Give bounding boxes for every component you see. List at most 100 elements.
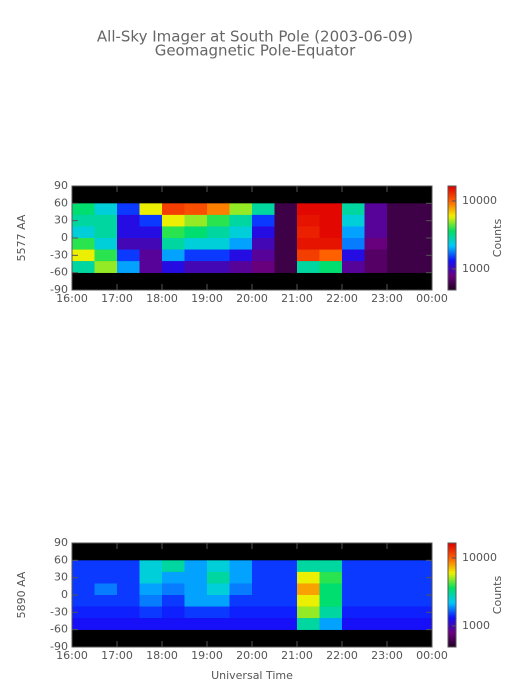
heatmap-cell bbox=[297, 583, 320, 596]
heatmap-cell bbox=[117, 618, 140, 630]
heatmap-cell bbox=[207, 571, 230, 584]
heatmap-cell bbox=[94, 249, 118, 262]
colorbar-step bbox=[448, 589, 456, 592]
heatmap-cell bbox=[364, 261, 388, 273]
heatmap-cell bbox=[72, 560, 95, 573]
heatmap-cell bbox=[117, 595, 140, 607]
heatmap-cell bbox=[184, 238, 208, 250]
heatmap-cell bbox=[364, 606, 388, 619]
heatmap-cell bbox=[94, 606, 118, 619]
colorbar-tick-label: 1000 bbox=[462, 262, 490, 275]
colorbar-step bbox=[448, 627, 456, 630]
heatmap-cell bbox=[387, 238, 410, 250]
heatmap-cell bbox=[184, 571, 208, 584]
heatmap-cell bbox=[252, 560, 275, 573]
heatmap-cell bbox=[252, 595, 275, 607]
heatmap-cell bbox=[229, 571, 253, 584]
heatmap-cell bbox=[94, 226, 118, 239]
colorbar-step bbox=[448, 635, 456, 638]
x-tick-label: 19:00 bbox=[191, 292, 223, 305]
heatmap-cell bbox=[229, 214, 253, 227]
heatmap-cell bbox=[139, 261, 163, 273]
colorbar-step bbox=[448, 611, 456, 614]
colorbar-step bbox=[448, 603, 456, 606]
heatmap-cell bbox=[162, 606, 185, 619]
colorbar-step bbox=[448, 639, 456, 642]
heatmap-cell bbox=[252, 583, 275, 596]
heatmap-cell bbox=[94, 203, 118, 216]
colorbar-step bbox=[448, 272, 456, 275]
colorbar-step bbox=[448, 565, 456, 568]
heatmap-cell bbox=[274, 214, 298, 227]
colorbar-step bbox=[448, 204, 456, 207]
heatmap-cell bbox=[139, 203, 163, 216]
heatmap-cell bbox=[229, 560, 253, 573]
heatmap-cell bbox=[139, 571, 163, 584]
heatmap-cell bbox=[207, 583, 230, 596]
heatmap-cell bbox=[342, 214, 365, 227]
heatmap-cell bbox=[274, 595, 298, 607]
y-tick-label: 90 bbox=[54, 179, 68, 192]
heatmap-cell bbox=[364, 249, 388, 262]
heatmap-cell bbox=[184, 583, 208, 596]
colorbar-step bbox=[448, 226, 456, 229]
heatmap-cell bbox=[184, 203, 208, 216]
heatmap-cell bbox=[409, 595, 433, 607]
heatmap-cell bbox=[229, 238, 253, 250]
heatmap-cell bbox=[207, 214, 230, 227]
colorbar-step bbox=[448, 571, 456, 574]
heatmap-cell bbox=[184, 214, 208, 227]
heatmap-cell bbox=[72, 606, 95, 619]
colorbar-step bbox=[448, 547, 456, 550]
colorbar-step bbox=[448, 282, 456, 285]
colorbar-step bbox=[448, 224, 456, 227]
colorbar-step bbox=[448, 192, 456, 195]
heatmap-cell bbox=[117, 560, 140, 573]
heatmap-cell bbox=[184, 595, 208, 607]
colorbar-step bbox=[448, 196, 456, 199]
heatmap-cell bbox=[297, 606, 320, 619]
colorbar-step bbox=[448, 605, 456, 608]
heatmap-cell bbox=[139, 226, 163, 239]
heatmap-cell bbox=[297, 226, 320, 239]
colorbar-step bbox=[448, 208, 456, 211]
colorbar-step bbox=[448, 607, 456, 610]
heatmap-cell bbox=[387, 583, 410, 596]
colorbar-step bbox=[448, 641, 456, 644]
heatmap-cell bbox=[319, 214, 343, 227]
colorbar-step bbox=[448, 629, 456, 632]
heatmap-cell bbox=[342, 249, 365, 262]
x-tick-label: 23:00 bbox=[371, 649, 403, 662]
y-tick-label: -30 bbox=[50, 605, 68, 618]
heatmap-cell bbox=[72, 618, 95, 630]
heatmap-cell bbox=[139, 560, 163, 573]
y-tick-label: 30 bbox=[54, 214, 68, 227]
heatmap-cell bbox=[319, 238, 343, 250]
heatmap-cell bbox=[297, 214, 320, 227]
heatmap-cell bbox=[139, 595, 163, 607]
heatmap-cell bbox=[319, 583, 343, 596]
heatmap-cell bbox=[252, 261, 275, 273]
heatmap-cell bbox=[184, 261, 208, 273]
colorbar-step bbox=[448, 246, 456, 249]
colorbar-step bbox=[448, 543, 456, 546]
colorbar-step bbox=[448, 186, 456, 189]
heatmap-cell bbox=[274, 560, 298, 573]
colorbar-step bbox=[448, 595, 456, 598]
heatmap-cell bbox=[364, 571, 388, 584]
heatmap-cell bbox=[162, 214, 185, 227]
y-axis-label: 5890 AA bbox=[15, 571, 28, 618]
colorbar-step bbox=[448, 236, 456, 239]
heatmap-cell bbox=[94, 618, 118, 630]
heatmap-cell bbox=[274, 583, 298, 596]
heatmap-cell bbox=[117, 261, 140, 273]
heatmap-cell bbox=[252, 238, 275, 250]
x-tick-label: 23:00 bbox=[371, 292, 403, 305]
heatmap-cell bbox=[162, 571, 185, 584]
heatmap-cell bbox=[409, 560, 433, 573]
heatmap-cell bbox=[162, 238, 185, 250]
colorbar-step bbox=[448, 609, 456, 612]
heatmap-cell bbox=[274, 606, 298, 619]
colorbar-step bbox=[448, 194, 456, 197]
x-tick-label: 17:00 bbox=[101, 649, 133, 662]
